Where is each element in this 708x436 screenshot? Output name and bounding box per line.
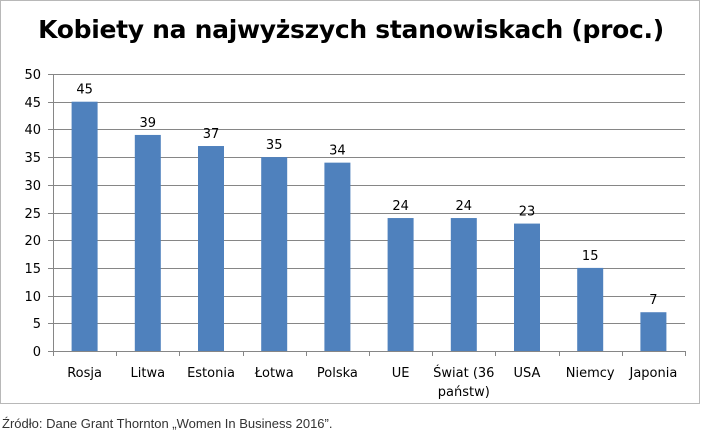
category-label: UE xyxy=(392,366,410,381)
y-tick-label: 50 xyxy=(24,68,41,83)
y-tick-label: 30 xyxy=(24,179,41,194)
category-label: Japonia xyxy=(628,366,677,381)
source-note: Źródło: Dane Grant Thornton „Women In Bu… xyxy=(2,416,333,431)
data-label: 34 xyxy=(329,144,346,159)
category-label: Niemcy xyxy=(566,366,615,381)
bar-chart: 0 5 10 15 20 25 30 35 40 45 50 45 Rosja 39 Litwa 37 Esto… xyxy=(24,68,686,400)
bar xyxy=(387,218,414,351)
y-tick-label: 25 xyxy=(24,207,41,222)
data-label: 24 xyxy=(456,199,473,214)
bar xyxy=(450,218,477,351)
data-label: 39 xyxy=(140,116,157,131)
category-label: Litwa xyxy=(131,366,166,381)
y-tick-label: 15 xyxy=(24,262,41,277)
bar xyxy=(261,157,288,351)
data-label: 35 xyxy=(266,138,283,153)
y-tick-label: 45 xyxy=(24,96,41,111)
bar xyxy=(198,146,224,351)
data-label: 37 xyxy=(203,127,220,142)
bar xyxy=(134,134,161,351)
chart-title: Kobiety na najwyższych stanowiskach (pro… xyxy=(38,15,664,44)
bar xyxy=(514,223,540,351)
category-label: państw) xyxy=(438,385,490,400)
y-tick-label: 10 xyxy=(24,290,41,305)
bar xyxy=(71,101,98,351)
data-label: 45 xyxy=(76,83,93,98)
data-label: 7 xyxy=(649,293,657,308)
bar xyxy=(577,267,604,351)
category-label: Świat (36 xyxy=(433,365,494,381)
y-tick-label: 20 xyxy=(24,234,41,249)
data-label: 15 xyxy=(582,249,599,264)
category-label: Estonia xyxy=(187,366,235,381)
bar xyxy=(324,162,351,351)
category-label: Polska xyxy=(317,366,358,381)
category-label: Rosja xyxy=(67,366,102,381)
y-tick-label: 0 xyxy=(33,345,41,360)
category-label: Łotwa xyxy=(254,366,294,381)
chart-frame: Kobiety na najwyższych stanowiskach (pro… xyxy=(0,0,700,404)
data-label: 23 xyxy=(519,205,536,220)
data-label: 24 xyxy=(392,199,409,214)
y-tick-label: 35 xyxy=(24,151,41,166)
y-tick-label: 5 xyxy=(33,317,41,332)
bar xyxy=(640,312,667,351)
category-label: USA xyxy=(514,366,541,381)
y-tick-label: 40 xyxy=(24,123,41,138)
